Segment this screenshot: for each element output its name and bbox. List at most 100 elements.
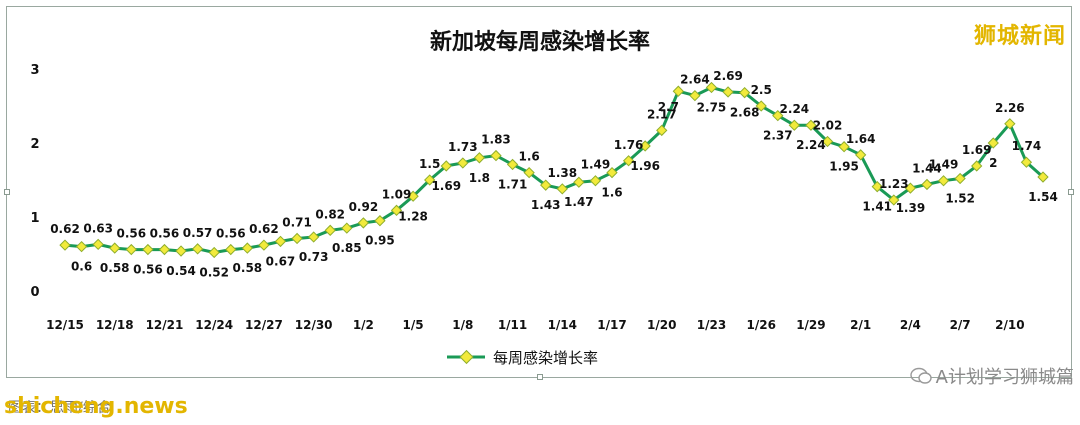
data-point [606, 166, 618, 179]
y-tick-label: 0 [30, 285, 39, 300]
data-label: 0.6 [71, 260, 92, 274]
data-label: 0.85 [332, 241, 362, 255]
watermark-bottom-left: shicheng.news [4, 394, 188, 419]
data-point [258, 239, 270, 251]
data-point [523, 166, 535, 179]
data-point [341, 222, 353, 234]
data-point [888, 194, 900, 206]
data-label: 2.7 [658, 100, 679, 114]
data-point [473, 152, 486, 164]
line-chart: 新加坡每周感染增长率 0 1 2 3 12/15 12/18 12/21 12/24 12/2… [30, 29, 1057, 367]
x-axis-ticks: 12/15 12/18 12/21 12/24 12/27 12/30 1/2 1/5 1/8 1… [46, 318, 1024, 332]
data-label: 2.24 [796, 138, 826, 152]
data-point [921, 178, 933, 191]
legend-label: 每周感染增长率 [493, 349, 598, 367]
data-point [904, 182, 917, 194]
data-label: 2.24 [780, 102, 810, 116]
data-label: 0.56 [133, 263, 163, 277]
data-point [821, 135, 834, 148]
data-point [954, 172, 966, 185]
source-note: 图表：思雨/综合 [8, 400, 111, 416]
x-tick-label: 12/18 [96, 318, 134, 332]
data-label: 1.28 [398, 209, 428, 223]
data-point [241, 242, 253, 254]
data-label: 1.71 [498, 177, 528, 191]
y-tick-label: 3 [30, 63, 39, 78]
data-point [357, 217, 370, 229]
data-label: 0.56 [150, 227, 180, 241]
data-label: 0.58 [233, 261, 263, 275]
data-label: 2.5 [751, 83, 772, 97]
data-point [191, 243, 204, 255]
data-label: 2.26 [995, 101, 1025, 115]
data-point [772, 109, 784, 122]
data-label: 1.76 [614, 138, 644, 152]
data-point [109, 242, 121, 254]
data-point [589, 175, 602, 187]
x-tick-label: 12/15 [46, 318, 84, 332]
data-label: 0.56 [117, 227, 147, 241]
data-label: 2.68 [730, 106, 760, 120]
data-point [424, 174, 436, 186]
data-label: 1.73 [448, 140, 478, 154]
data-label: 1.23 [879, 177, 909, 191]
data-label: 0.92 [349, 200, 379, 214]
data-point [656, 124, 668, 137]
data-label: 1.95 [829, 160, 859, 174]
data-point [1020, 156, 1033, 168]
chart-title: 新加坡每周感染增长率 [430, 29, 650, 55]
data-point [556, 183, 568, 195]
data-point [971, 160, 983, 172]
data-label: 1.96 [630, 159, 660, 173]
data-point [374, 215, 386, 227]
data-point [506, 158, 519, 171]
legend-marker-icon [459, 349, 474, 365]
data-label: 1.39 [896, 201, 926, 215]
data-point [208, 246, 220, 259]
data-point [175, 245, 187, 257]
x-tick-label: 2/7 [950, 318, 971, 332]
data-label: 2.02 [813, 119, 843, 133]
data-point [622, 155, 635, 167]
data-label: 0.62 [249, 222, 279, 236]
data-label: 1.38 [547, 166, 577, 180]
frame-handle-left[interactable] [4, 189, 10, 195]
data-point [639, 140, 651, 152]
data-point [738, 87, 751, 99]
data-point [490, 149, 502, 162]
x-tick-label: 1/20 [647, 318, 676, 332]
data-point [59, 239, 71, 251]
frame-handle-right[interactable] [1068, 189, 1074, 195]
data-label: 1.69 [431, 179, 461, 193]
x-tick-label: 12/30 [295, 318, 333, 332]
x-tick-label: 2/10 [995, 318, 1024, 332]
data-label: 1.64 [846, 132, 876, 146]
data-label: 0.54 [166, 264, 196, 278]
data-point [705, 81, 718, 94]
watermark-top-right: 狮城新闻 [973, 24, 1066, 49]
data-label: 1.41 [862, 200, 892, 214]
x-tick-label: 12/21 [146, 318, 184, 332]
data-label: 1.5 [419, 157, 440, 171]
wechat-icon [909, 367, 932, 385]
data-point [838, 141, 850, 153]
x-tick-label: 12/24 [195, 318, 233, 332]
data-label: 0.63 [83, 221, 113, 235]
data-label: 0.67 [266, 254, 296, 268]
data-point [75, 240, 88, 253]
frame-handle-bottom[interactable] [537, 374, 543, 380]
data-point [672, 85, 684, 97]
data-point [855, 149, 867, 161]
data-label: 2.37 [763, 129, 793, 143]
x-tick-label: 12/27 [245, 318, 283, 332]
data-label: 1.52 [945, 192, 975, 206]
data-point [689, 89, 701, 102]
data-label: 2.75 [697, 101, 727, 115]
data-point [142, 243, 154, 256]
data-point [457, 157, 469, 169]
data-point [158, 243, 171, 256]
data-label: 1.6 [601, 186, 622, 200]
data-point [573, 176, 585, 188]
wechat-account-name: A计划学习狮城篇 [935, 367, 1074, 388]
data-label: 1.8 [469, 171, 490, 185]
